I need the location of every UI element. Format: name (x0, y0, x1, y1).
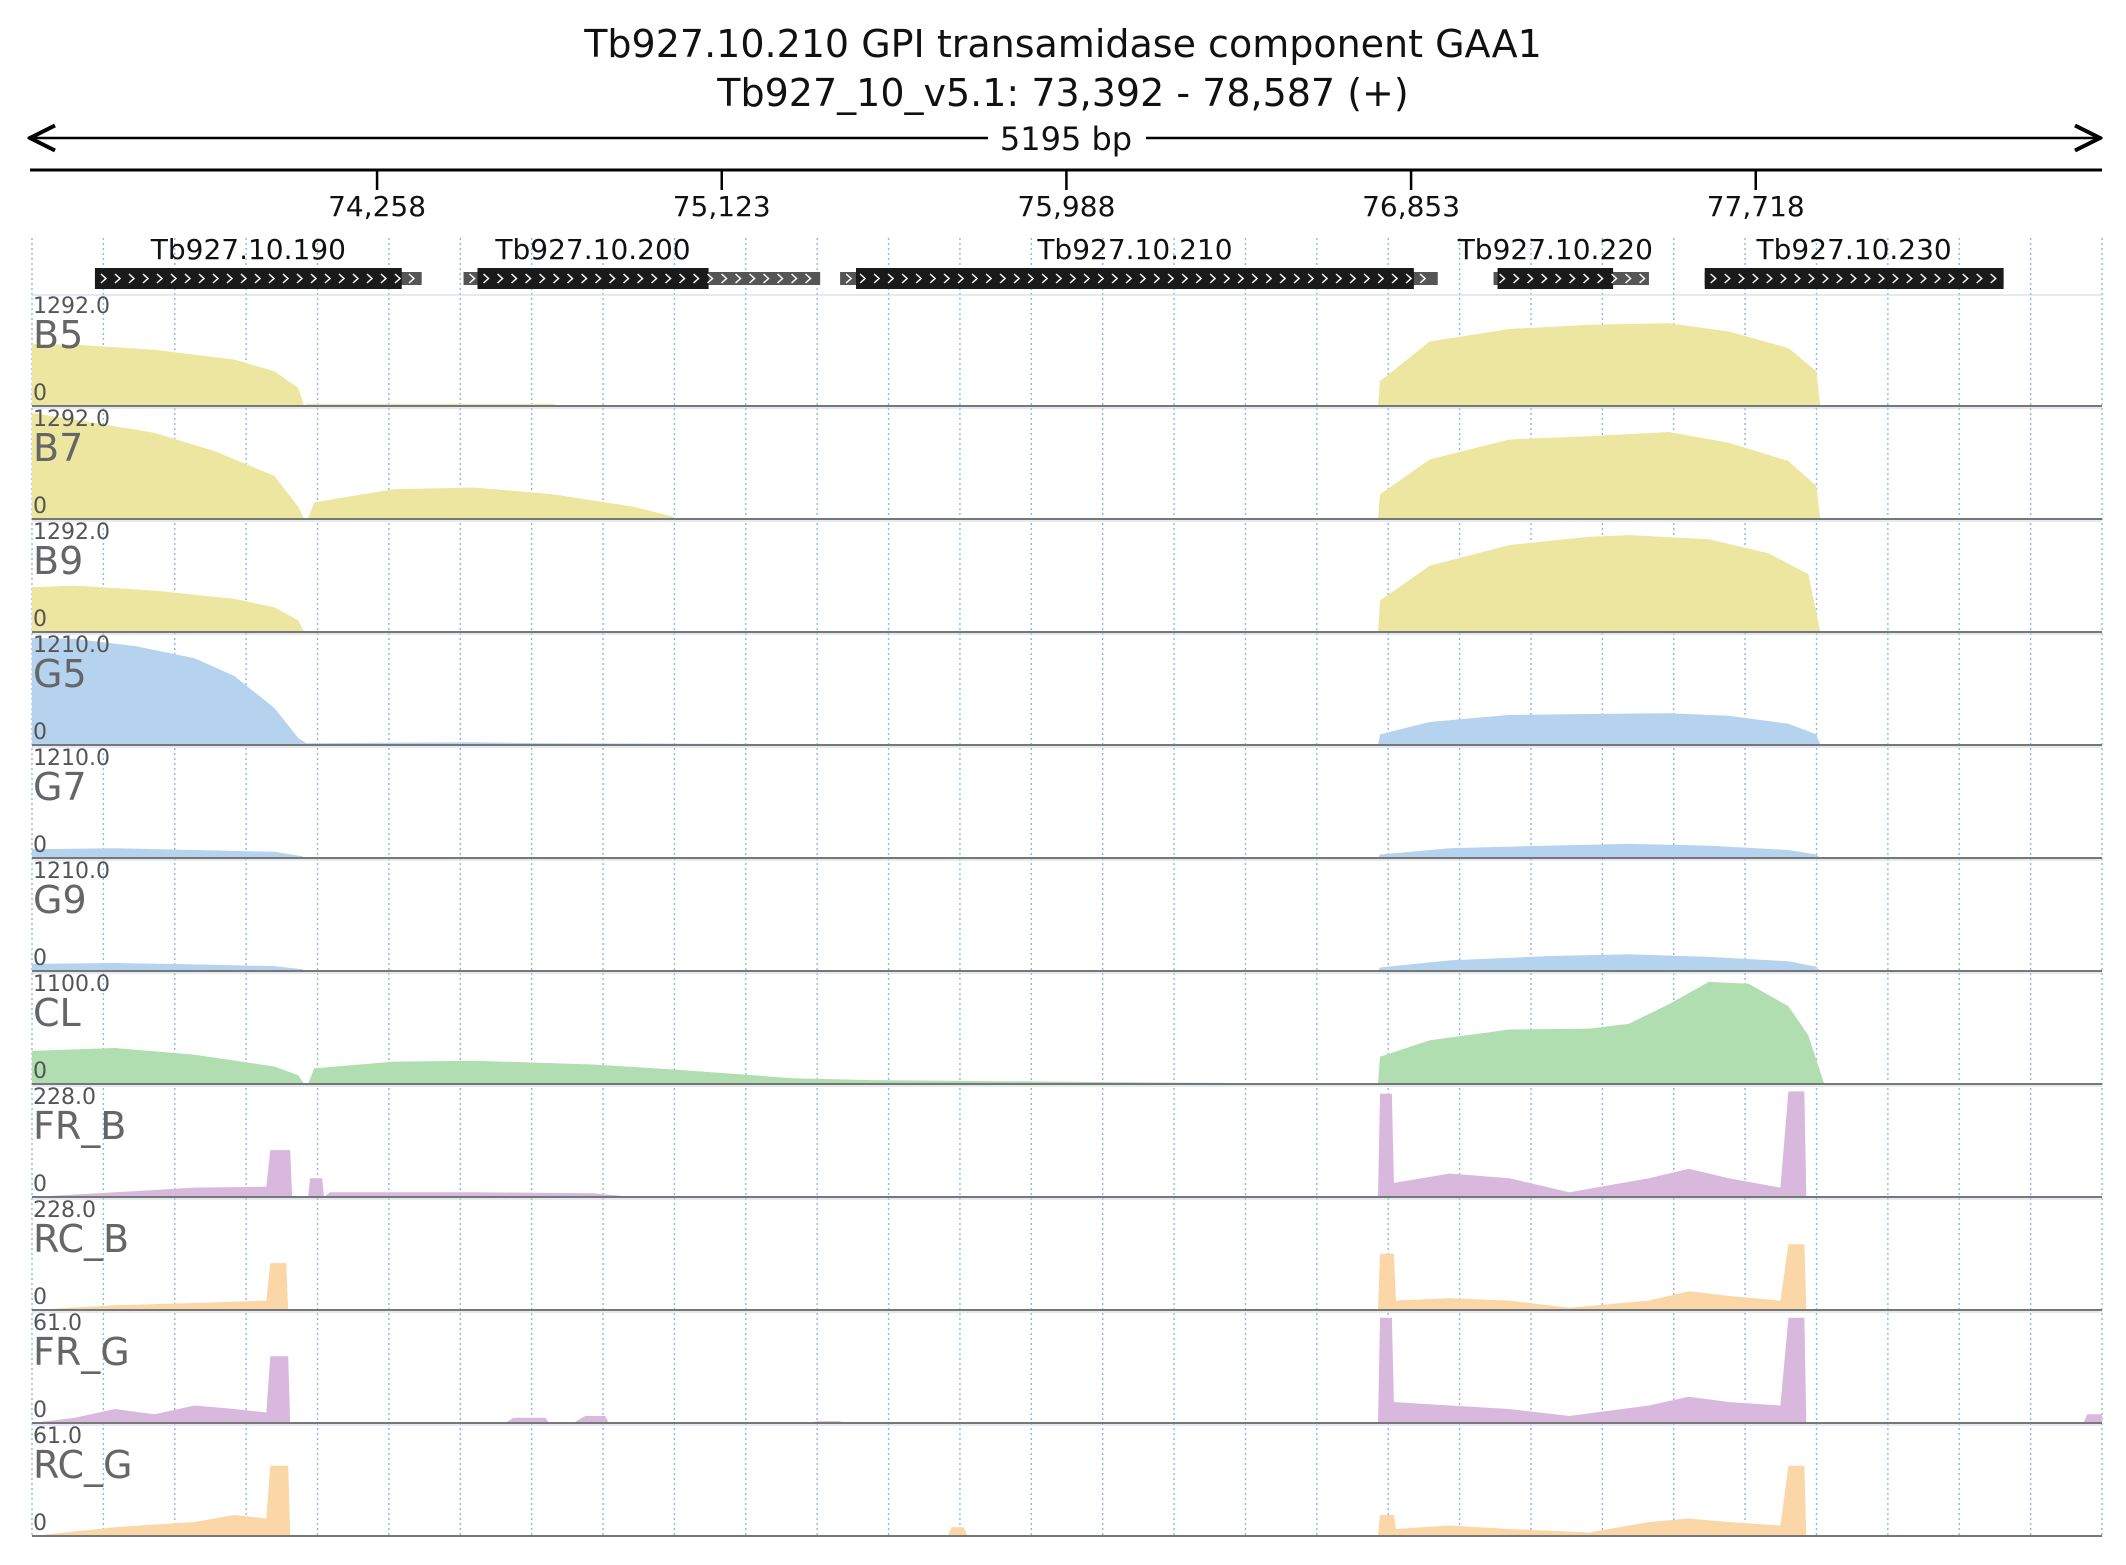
x-tick-label: 75,123 (673, 190, 771, 223)
track-rc-b: 228.0 0 RC_B (32, 1198, 2102, 1311)
coverage-area (32, 1091, 2102, 1197)
track-name: G7 (33, 765, 87, 809)
gene-models: Tb927.10.190 Tb927.10.200 Tb927.10.210 Tb92… (94, 233, 2004, 289)
track-ymax-label: 1292.0 (33, 294, 110, 319)
gene-strand-chevrons (1710, 273, 1997, 284)
chart-subtitle: Tb927_10_v5.1: 73,392 - 78,587 (+) (716, 71, 1408, 115)
track-b9: 1292.0 0 B9 (32, 520, 2102, 633)
gene-model: Tb927.10.220 (1457, 233, 1653, 289)
track-fr-g: 61.0 0 FR_G (32, 1311, 2102, 1424)
track-ymax-label: 61.0 (33, 1311, 82, 1336)
gene-model: Tb927.10.230 (1704, 233, 2004, 289)
track-b5: 1292.0 0 B5 (32, 294, 2102, 407)
track-b7: 1292.0 0 B7 (32, 407, 2102, 520)
coverage-area (32, 638, 2102, 745)
track-cl: 1100.0 0 CL (32, 972, 2102, 1085)
coverage-area (32, 954, 2102, 971)
track-ymin-label: 0 (33, 1285, 47, 1310)
gene-strand-chevrons (100, 273, 416, 284)
track-name: FR_B (33, 1104, 126, 1148)
track-ymax-label: 1210.0 (33, 633, 110, 658)
axis-ticks: 74,258 75,123 75,988 76,853 77,718 (328, 170, 1805, 223)
track-name: CL (33, 991, 81, 1035)
track-ymin-label: 0 (33, 946, 47, 971)
gene-name: Tb927.10.230 (1756, 233, 1952, 266)
track-ymin-label: 0 (33, 833, 47, 858)
gene-strand-chevrons (1499, 273, 1646, 284)
track-name: B5 (33, 313, 83, 357)
track-ymax-label: 1292.0 (33, 407, 110, 432)
coverage-area (32, 1317, 2102, 1423)
gene-cds (1704, 268, 2004, 289)
x-tick-label: 75,988 (1017, 190, 1115, 223)
track-name: RC_G (33, 1443, 133, 1487)
track-ymin-label: 0 (33, 1172, 47, 1197)
track-ymax-label: 1210.0 (33, 746, 110, 771)
gridlines (31, 238, 2103, 1538)
gene-cds (856, 268, 1414, 289)
x-tick-label: 77,718 (1707, 190, 1805, 223)
track-ymin-label: 0 (33, 1398, 47, 1423)
gene-strand-chevrons (469, 273, 812, 284)
track-name: B7 (33, 426, 83, 470)
gene-strand-chevrons (845, 273, 1427, 284)
track-ymax-label: 1210.0 (33, 859, 110, 884)
coverage-area (32, 413, 2102, 519)
span-label: 5195 bp (1000, 120, 1132, 158)
track-ymin-label: 0 (33, 494, 47, 519)
track-ymin-label: 0 (33, 1511, 47, 1536)
track-name: B9 (33, 539, 83, 583)
track-g9: 1210.0 0 G9 (32, 859, 2102, 972)
gene-cds (1497, 268, 1614, 289)
coverage-area (32, 535, 2102, 632)
track-rc-g: 61.0 0 RC_G (32, 1424, 2102, 1537)
track-name: G9 (33, 878, 87, 922)
gene-name: Tb927.10.220 (1457, 233, 1653, 266)
x-tick-label: 74,258 (328, 190, 426, 223)
coverage-area (32, 323, 2102, 406)
track-ymax-label: 61.0 (33, 1424, 82, 1449)
gene-model: Tb927.10.210 (840, 233, 1438, 289)
x-tick-label: 76,853 (1362, 190, 1460, 223)
track-ymax-label: 1100.0 (33, 972, 110, 997)
track-g7: 1210.0 0 G7 (32, 746, 2102, 859)
track-ymin-label: 0 (33, 381, 47, 406)
coverage-tracks: 1292.00B51292.00B71292.00B91210.00G51210… (32, 294, 2102, 1537)
gene-name: Tb927.10.210 (1036, 233, 1232, 266)
coverage-area (32, 981, 2102, 1084)
track-ymin-label: 0 (33, 607, 47, 632)
track-name: G5 (33, 652, 87, 696)
gene-model: Tb927.10.200 (463, 233, 821, 289)
track-name: FR_G (33, 1330, 130, 1374)
track-g5: 1210.0 0 G5 (32, 633, 2102, 746)
track-ymax-label: 1292.0 (33, 520, 110, 545)
gene-cds (477, 268, 709, 289)
track-ymin-label: 0 (33, 720, 47, 745)
track-fr-b: 228.0 0 FR_B (32, 1085, 2102, 1198)
track-ymax-label: 228.0 (33, 1198, 96, 1223)
gene-model: Tb927.10.190 (94, 233, 422, 289)
track-ymax-label: 228.0 (33, 1085, 96, 1110)
gene-name: Tb927.10.200 (494, 233, 690, 266)
coverage-area (32, 1465, 2102, 1536)
coverage-area (32, 843, 2102, 858)
gene-cds (94, 268, 402, 289)
coverage-area (32, 1244, 2102, 1310)
chart-title: Tb927.10.210 GPI transamidase component … (583, 22, 1542, 66)
gene-name: Tb927.10.190 (150, 233, 346, 266)
track-name: RC_B (33, 1217, 129, 1261)
track-ymin-label: 0 (33, 1059, 47, 1084)
